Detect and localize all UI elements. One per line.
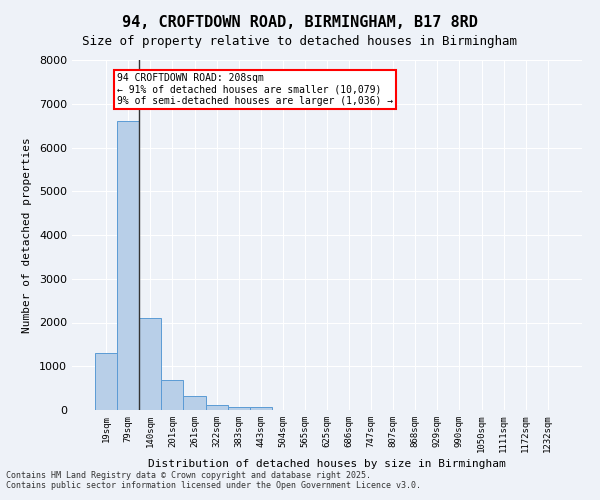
Bar [206, 405, 227, 410]
Bar [161, 380, 184, 410]
Bar [184, 396, 206, 410]
Bar [227, 407, 250, 410]
Text: Size of property relative to detached houses in Birmingham: Size of property relative to detached ho… [83, 35, 517, 48]
Text: 94, CROFTDOWN ROAD, BIRMINGHAM, B17 8RD: 94, CROFTDOWN ROAD, BIRMINGHAM, B17 8RD [122, 15, 478, 30]
Bar [250, 408, 272, 410]
Text: Contains HM Land Registry data © Crown copyright and database right 2025.
Contai: Contains HM Land Registry data © Crown c… [6, 470, 421, 490]
Bar [95, 353, 117, 410]
Text: 94 CROFTDOWN ROAD: 208sqm
← 91% of detached houses are smaller (10,079)
9% of se: 94 CROFTDOWN ROAD: 208sqm ← 91% of detac… [117, 73, 394, 106]
Bar [139, 318, 161, 410]
Bar [117, 121, 139, 410]
X-axis label: Distribution of detached houses by size in Birmingham: Distribution of detached houses by size … [148, 460, 506, 469]
Y-axis label: Number of detached properties: Number of detached properties [22, 137, 32, 333]
